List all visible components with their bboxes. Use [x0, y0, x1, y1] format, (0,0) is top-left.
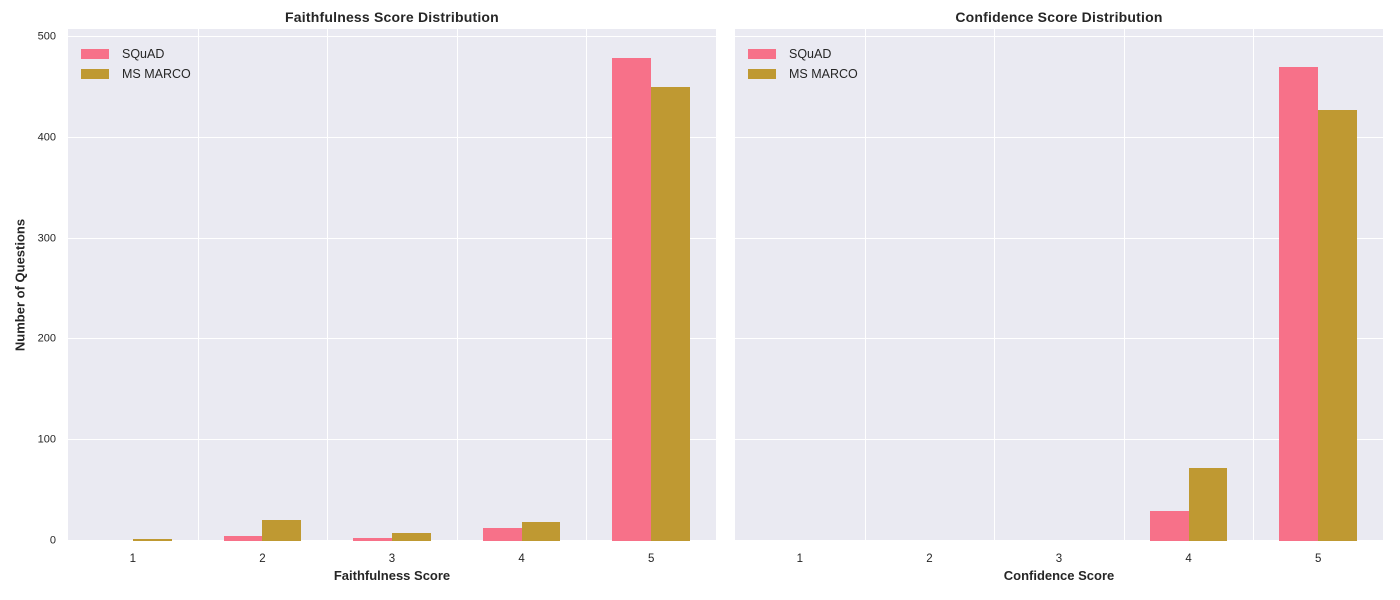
x-tick-label: 2 — [926, 552, 933, 565]
bar-ms-marco-score-1 — [132, 538, 172, 541]
grid-line-vertical — [864, 29, 866, 541]
plot-area-confidence: 1 2 3 4 5 SQuAD MS MARCO — [735, 29, 1383, 564]
legend-item: SQuAD — [748, 44, 858, 64]
y-tick-label: 0 — [49, 534, 56, 547]
bar-squad-score-4 — [1149, 510, 1189, 541]
grid-line-vertical — [197, 29, 199, 541]
legend-swatch-icon — [81, 49, 109, 59]
legend-label: SQuAD — [122, 46, 165, 61]
bar-ms-marco-score-5 — [651, 87, 691, 541]
bar-squad-score-5 — [1279, 67, 1319, 541]
y-tick-label: 500 — [37, 30, 56, 43]
y-tick-label: 400 — [37, 131, 56, 144]
y-tick-label: 100 — [37, 433, 56, 446]
grid-line-vertical — [1253, 29, 1255, 541]
x-tick-label: 4 — [1185, 552, 1192, 565]
legend-swatch-icon — [748, 69, 776, 79]
bar-ms-marco-score-5 — [1318, 109, 1358, 541]
plot-area-faithfulness: 0 100 200 300 400 500 1 2 3 4 5 SQuAD MS MARCO — [38, 29, 716, 564]
x-tick-label: 5 — [1314, 552, 1322, 565]
y-axis-label: Number of Questions — [12, 218, 28, 352]
bar-squad-score-3 — [353, 537, 392, 541]
x-axis-label-faithfulness: Faithfulness Score — [333, 568, 451, 583]
grid-line — [735, 237, 1383, 239]
x-tick-label: 3 — [1055, 552, 1063, 565]
legend-item: SQuAD — [81, 44, 191, 64]
bar-ms-marco-score-4 — [521, 521, 561, 541]
grid-line — [735, 540, 1383, 541]
legend-label: SQuAD — [789, 46, 832, 61]
x-tick-label: 1 — [796, 552, 803, 565]
bar-ms-marco-score-3 — [392, 532, 431, 541]
bar-squad-score-2 — [223, 535, 263, 541]
grid-line-vertical — [1123, 29, 1125, 541]
legend: SQuAD MS MARCO — [81, 44, 191, 84]
legend-swatch-icon — [81, 69, 109, 79]
grid-line — [68, 439, 716, 441]
chart-title-faithfulness: Faithfulness Score Distribution — [285, 9, 499, 25]
grid-line — [735, 136, 1383, 138]
x-tick-label: 1 — [129, 552, 136, 565]
grid-line — [68, 36, 716, 38]
legend-label: MS MARCO — [789, 66, 858, 81]
x-tick-label: 2 — [259, 552, 266, 565]
grid-line-vertical — [327, 29, 329, 541]
bar-squad-score-5 — [612, 58, 652, 541]
grid-line-vertical — [994, 29, 996, 541]
grid-line — [735, 439, 1383, 441]
bar-ms-marco-score-4 — [1188, 468, 1228, 541]
legend-swatch-icon — [748, 49, 776, 59]
legend-item: MS MARCO — [81, 64, 191, 84]
grid-line — [68, 237, 716, 239]
x-axis-label-confidence: Confidence Score — [1003, 568, 1115, 583]
grid-line — [735, 36, 1383, 38]
grid-line-vertical — [456, 29, 458, 541]
chart-title-confidence: Confidence Score Distribution — [955, 9, 1163, 25]
legend-label: MS MARCO — [122, 66, 191, 81]
grid-line-vertical — [586, 29, 588, 541]
grid-line — [68, 136, 716, 138]
x-tick-label: 3 — [388, 552, 396, 565]
x-tick-label: 4 — [518, 552, 525, 565]
y-tick-label: 300 — [37, 232, 56, 245]
bar-squad-score-4 — [482, 527, 522, 541]
grid-line — [68, 338, 716, 340]
y-tick-label: 200 — [37, 332, 56, 345]
x-tick-label: 5 — [647, 552, 655, 565]
legend: SQuAD MS MARCO — [748, 44, 858, 84]
legend-item: MS MARCO — [748, 64, 858, 84]
bar-ms-marco-score-2 — [262, 519, 302, 541]
grid-line — [735, 338, 1383, 340]
